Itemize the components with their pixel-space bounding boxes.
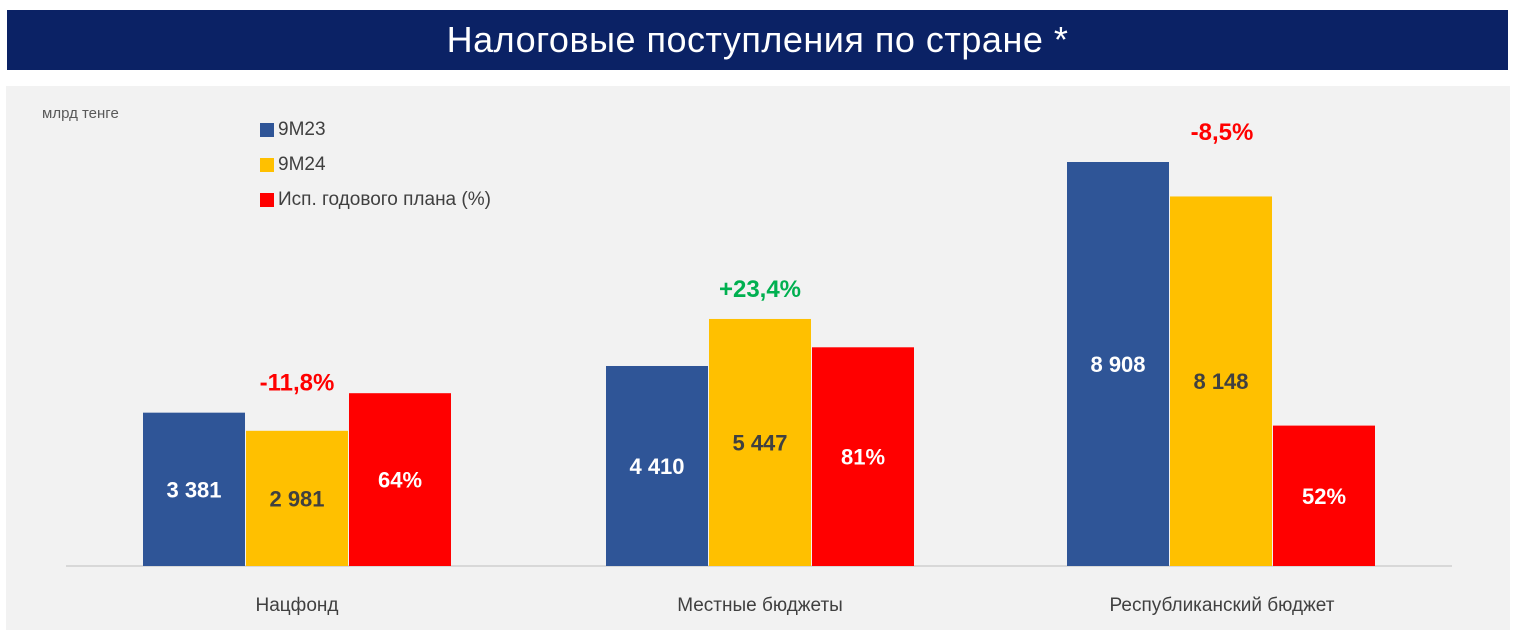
bar-: [812, 347, 914, 566]
legend-swatch: [260, 157, 274, 172]
bar-: [1273, 425, 1375, 566]
legend-label: 9M23: [278, 118, 326, 140]
bar-9m24: [246, 430, 348, 566]
data-label: 8 908: [1090, 352, 1145, 377]
category-label: Нацфонд: [256, 595, 339, 616]
legend-label: 9M24: [278, 153, 326, 175]
data-label: 3 381: [166, 477, 221, 502]
data-label: 64%: [378, 468, 422, 493]
change-label: -8,5%: [1191, 119, 1254, 146]
legend-swatch: [260, 192, 274, 207]
change-label: +23,4%: [719, 276, 801, 303]
bar-9m24: [1170, 196, 1272, 566]
data-label: 5 447: [732, 430, 787, 455]
data-label: 52%: [1302, 484, 1346, 509]
bar-9m23: [1067, 162, 1169, 566]
legend: 9M23 9M24 Исп. годового плана (%): [260, 112, 491, 217]
category-label: Местные бюджеты: [677, 595, 843, 616]
change-label: -11,8%: [260, 370, 335, 397]
category-label: Республиканский бюджет: [1110, 595, 1335, 616]
bar-9m23: [606, 365, 708, 566]
legend-item-9m24: 9M24: [260, 147, 491, 182]
bar-: [349, 393, 451, 566]
bar-9m24: [709, 318, 811, 566]
legend-swatch: [260, 122, 274, 137]
legend-item-plan: Исп. годового плана (%): [260, 182, 491, 217]
data-label: 2 981: [269, 486, 324, 511]
data-label: 8 148: [1193, 369, 1248, 394]
legend-label: Исп. годового плана (%): [278, 188, 491, 210]
chart-title: Налоговые поступления по стране *: [7, 10, 1508, 70]
data-label: 4 410: [629, 454, 684, 479]
bar-9m23: [143, 412, 245, 566]
data-label: 81%: [841, 445, 885, 470]
legend-item-9m23: 9M23: [260, 112, 491, 147]
unit-label: млрд тенге: [42, 105, 119, 122]
